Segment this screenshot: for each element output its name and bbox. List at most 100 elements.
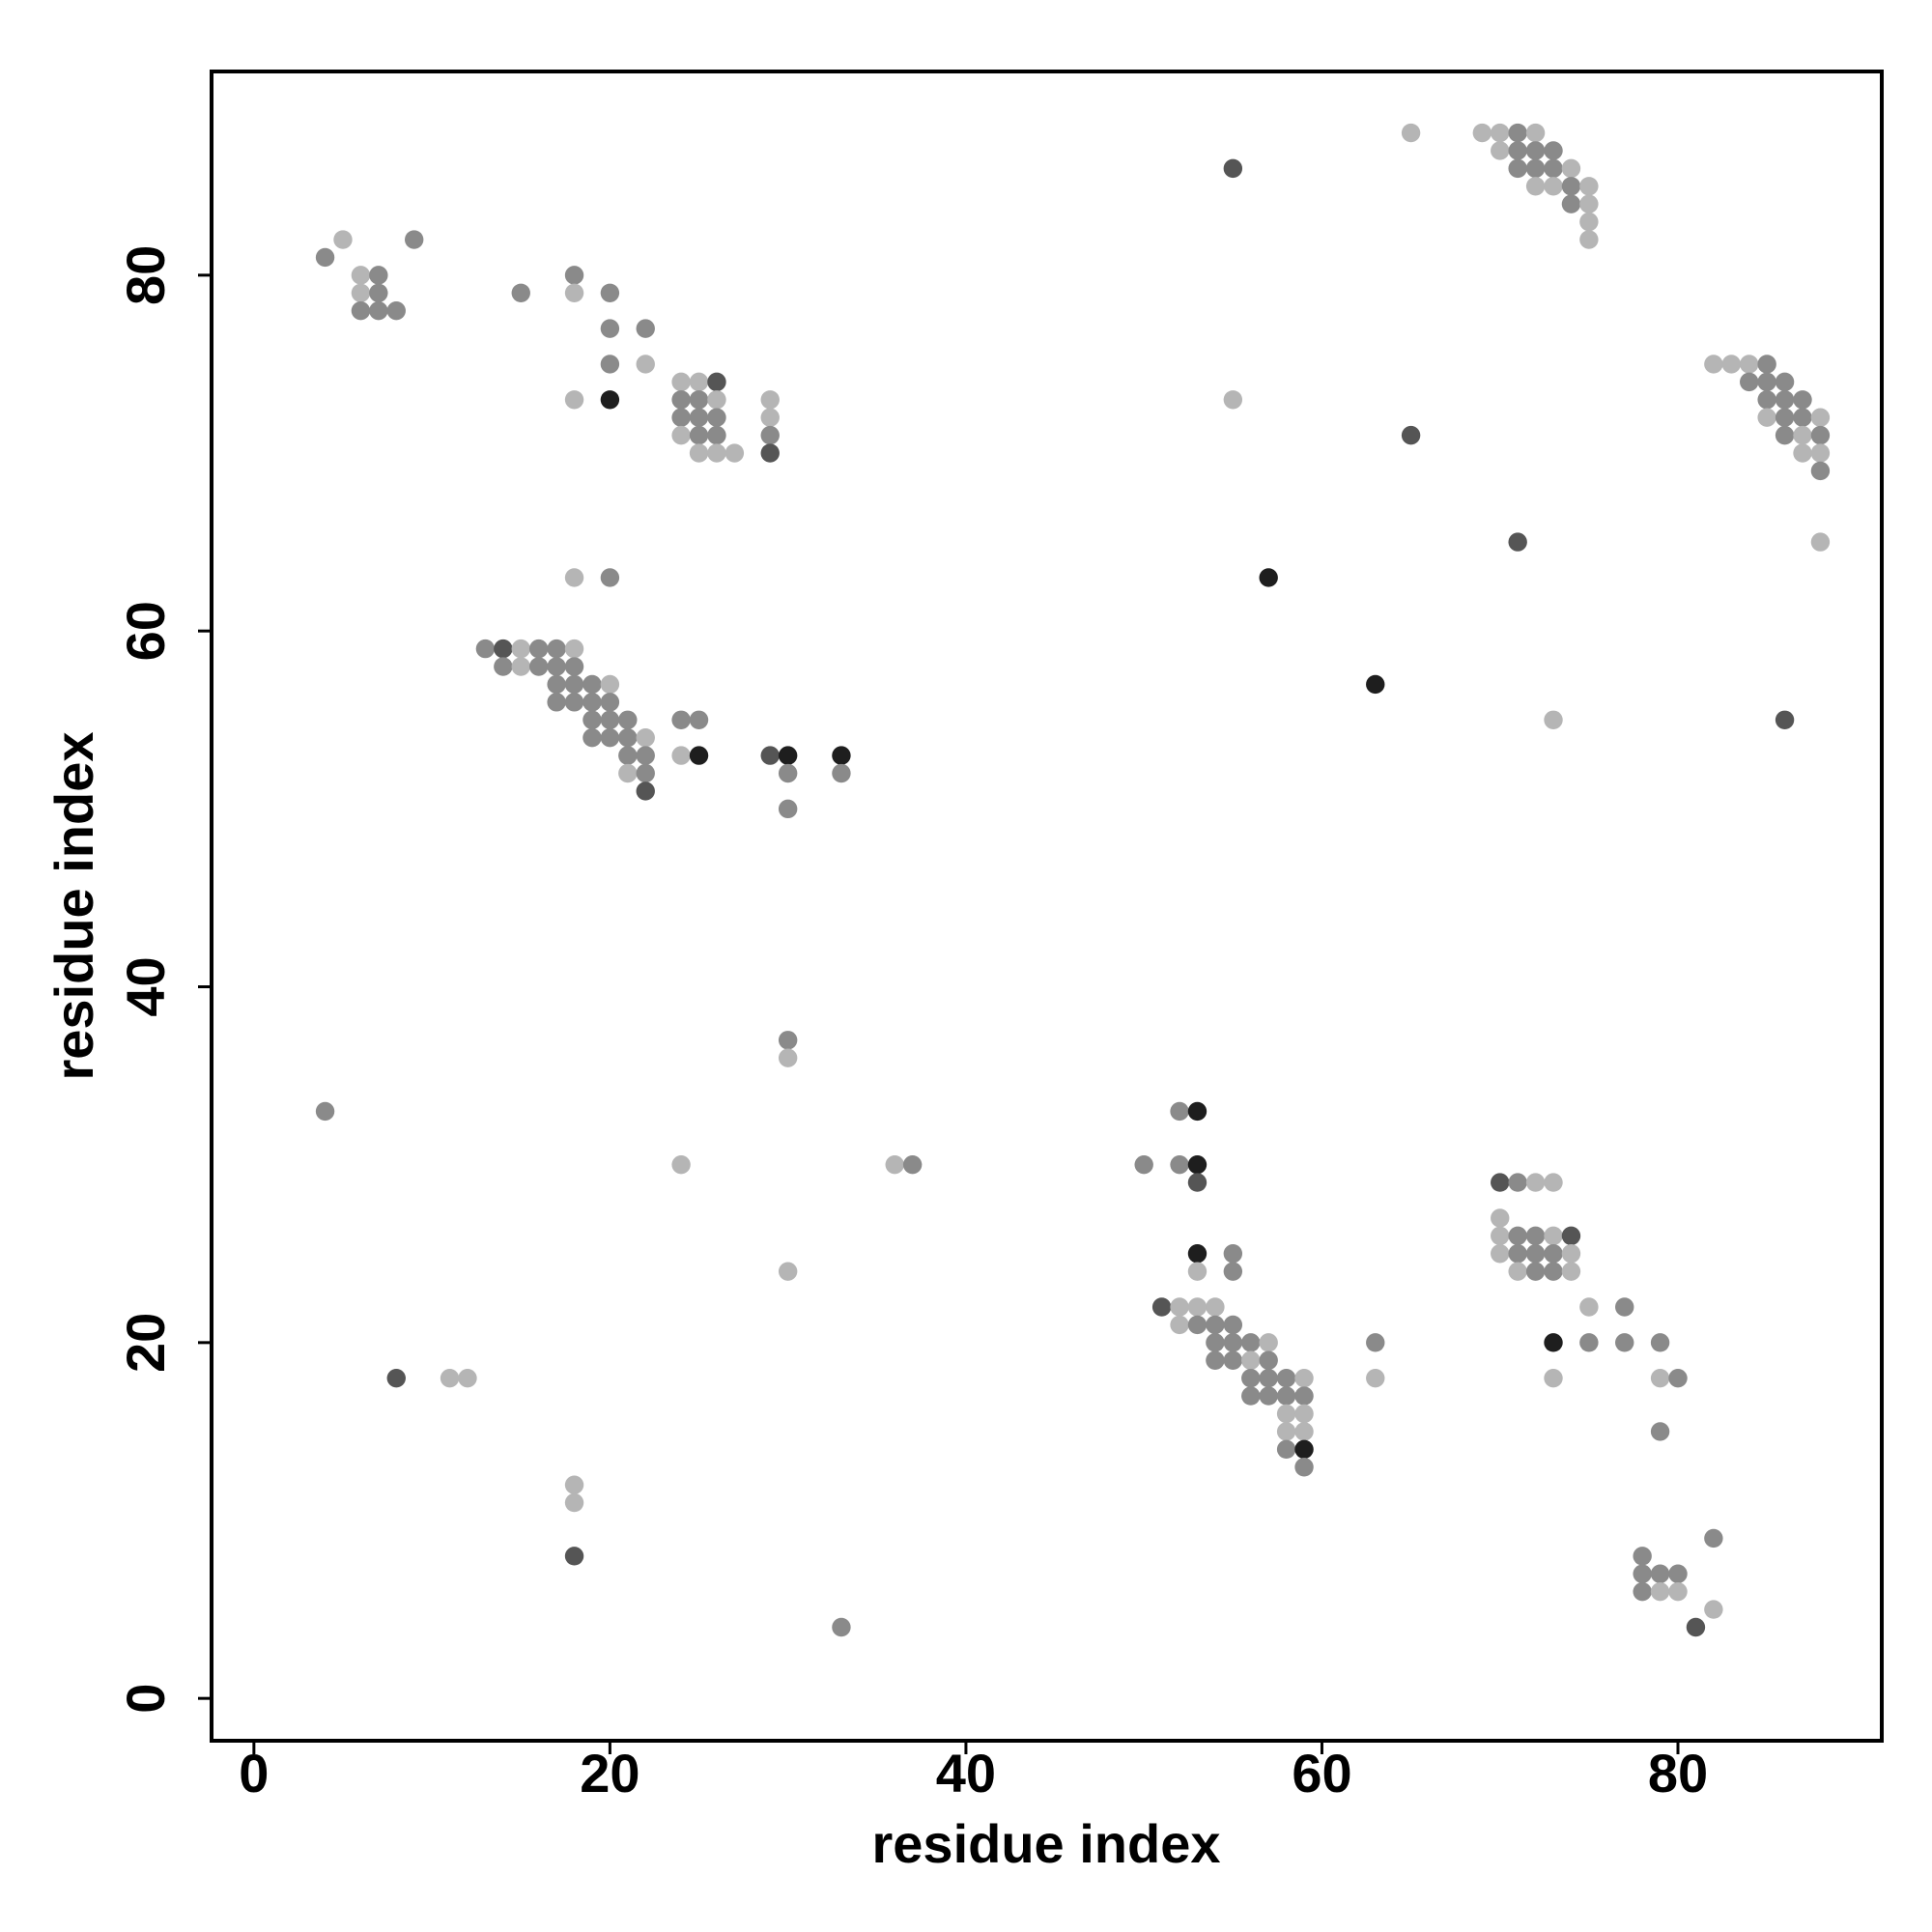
point <box>1793 443 1812 463</box>
point <box>564 266 584 285</box>
point <box>1633 1547 1652 1566</box>
point <box>689 443 709 463</box>
point <box>1259 1386 1278 1406</box>
point <box>1757 408 1776 427</box>
point <box>1170 1154 1189 1175</box>
point <box>885 1154 904 1175</box>
point <box>1544 1368 1563 1388</box>
point <box>1472 123 1492 143</box>
point <box>689 390 709 410</box>
point <box>760 408 780 427</box>
point <box>547 657 566 676</box>
point <box>636 355 655 374</box>
point <box>1276 1439 1296 1460</box>
point <box>778 1048 798 1067</box>
point <box>778 1031 798 1050</box>
y-tick-label: 60 <box>115 601 176 661</box>
point <box>1579 1333 1599 1352</box>
point <box>440 1368 460 1388</box>
point <box>600 355 620 374</box>
point <box>386 300 406 321</box>
point <box>1491 1173 1510 1192</box>
point <box>600 674 620 695</box>
point <box>707 408 726 427</box>
point <box>494 639 513 659</box>
point <box>1650 1564 1670 1583</box>
point <box>1223 1350 1243 1370</box>
point <box>1241 1333 1261 1352</box>
point <box>315 1101 335 1122</box>
x-tick-label: 60 <box>1292 1743 1351 1804</box>
point <box>1508 1244 1527 1264</box>
point <box>528 639 549 659</box>
point <box>1294 1439 1314 1460</box>
point <box>1525 1226 1546 1246</box>
point <box>1276 1386 1296 1406</box>
point <box>1508 1226 1527 1246</box>
point <box>1686 1617 1706 1637</box>
point <box>778 763 798 783</box>
point <box>1223 1333 1243 1352</box>
point <box>369 266 388 285</box>
point <box>1187 1173 1208 1192</box>
y-tick-label: 80 <box>115 245 176 305</box>
point <box>564 639 584 659</box>
point <box>1241 1350 1261 1370</box>
point <box>564 657 584 676</box>
point <box>1491 141 1510 160</box>
point <box>760 746 780 765</box>
point <box>1579 177 1599 196</box>
point <box>582 674 602 695</box>
point <box>564 1492 584 1513</box>
point <box>1366 1333 1385 1352</box>
point <box>1561 194 1581 213</box>
point <box>1544 1262 1563 1281</box>
point <box>1775 408 1795 427</box>
point <box>1276 1422 1296 1441</box>
point <box>1187 1315 1208 1335</box>
point <box>1757 390 1776 410</box>
y-tick-label: 40 <box>115 956 176 1016</box>
point <box>636 763 655 783</box>
point <box>1259 1350 1278 1370</box>
point <box>618 763 638 783</box>
point <box>1294 1458 1314 1477</box>
point <box>351 266 371 285</box>
point <box>1650 1333 1670 1352</box>
point <box>564 674 584 695</box>
point <box>1633 1581 1652 1602</box>
point <box>1366 1368 1385 1388</box>
point <box>1508 532 1527 552</box>
x-tick-label: 0 <box>239 1743 269 1804</box>
point <box>671 390 691 410</box>
point <box>333 230 353 249</box>
y-axis-label: residue index <box>43 731 104 1080</box>
point <box>778 746 798 765</box>
point <box>1508 1173 1527 1192</box>
point <box>1561 177 1581 196</box>
point <box>582 693 602 712</box>
point <box>1544 177 1563 196</box>
point <box>1740 355 1759 374</box>
point <box>1793 425 1812 445</box>
point <box>689 372 709 392</box>
x-axis-label: residue index <box>871 1813 1220 1874</box>
point <box>832 1617 851 1637</box>
point <box>1561 158 1581 179</box>
point <box>369 283 388 302</box>
point <box>707 372 726 392</box>
point <box>369 300 388 321</box>
point <box>1491 1226 1510 1246</box>
point <box>1525 1244 1546 1264</box>
point <box>1579 212 1599 232</box>
point <box>671 710 691 729</box>
point <box>600 727 620 748</box>
point <box>1668 1581 1688 1602</box>
point <box>1793 390 1812 410</box>
point <box>1615 1333 1634 1352</box>
point <box>1170 1101 1189 1122</box>
point <box>1544 1244 1563 1264</box>
point <box>315 247 335 268</box>
point <box>1187 1244 1208 1264</box>
point <box>1775 425 1795 445</box>
